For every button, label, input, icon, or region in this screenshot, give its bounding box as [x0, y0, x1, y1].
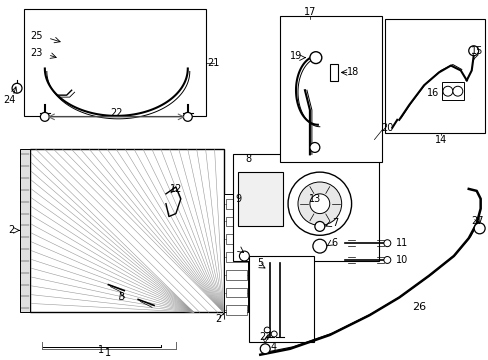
- Text: 14: 14: [434, 135, 446, 145]
- Text: 23: 23: [31, 48, 43, 58]
- Circle shape: [473, 223, 484, 234]
- Text: 27: 27: [470, 216, 483, 226]
- Text: 16: 16: [426, 88, 438, 98]
- Circle shape: [287, 172, 351, 235]
- Bar: [225, 270, 247, 280]
- Text: 7: 7: [331, 219, 337, 229]
- Bar: [223, 194, 248, 312]
- Text: 8: 8: [245, 154, 251, 164]
- Bar: [225, 199, 247, 209]
- Text: 1: 1: [98, 345, 104, 355]
- Text: 2: 2: [215, 314, 221, 324]
- Text: 17: 17: [303, 7, 315, 17]
- Text: 19: 19: [289, 51, 302, 61]
- Text: 24: 24: [3, 95, 15, 105]
- Text: 12: 12: [169, 184, 182, 194]
- Circle shape: [309, 143, 319, 152]
- Text: 21: 21: [207, 58, 219, 68]
- Text: 22: 22: [110, 108, 122, 118]
- Text: 6: 6: [331, 238, 337, 248]
- Bar: [280, 16, 382, 162]
- Text: 3: 3: [118, 292, 124, 302]
- Bar: [329, 64, 337, 81]
- Text: 11: 11: [395, 238, 407, 248]
- Text: 20: 20: [380, 123, 393, 133]
- Text: 26: 26: [411, 302, 426, 312]
- Circle shape: [239, 251, 249, 261]
- Bar: [238, 172, 283, 226]
- Text: 25: 25: [31, 31, 43, 41]
- Text: 5: 5: [257, 258, 263, 268]
- Bar: [24, 9, 205, 116]
- Bar: [225, 217, 247, 226]
- Text: 2: 2: [8, 225, 14, 235]
- Bar: [385, 19, 484, 132]
- Text: 27: 27: [259, 332, 271, 342]
- Bar: [225, 234, 247, 244]
- Bar: [225, 252, 247, 262]
- Circle shape: [12, 83, 22, 93]
- Text: 1: 1: [105, 348, 111, 358]
- Circle shape: [260, 344, 270, 354]
- Bar: [225, 305, 247, 315]
- Circle shape: [442, 86, 452, 96]
- Circle shape: [383, 240, 390, 247]
- Circle shape: [271, 331, 277, 337]
- Circle shape: [297, 182, 341, 225]
- Circle shape: [452, 86, 462, 96]
- Text: 18: 18: [346, 67, 358, 77]
- Circle shape: [264, 327, 270, 333]
- Bar: [225, 288, 247, 297]
- Bar: [233, 154, 379, 261]
- Circle shape: [383, 257, 390, 264]
- Circle shape: [468, 46, 478, 56]
- Text: 15: 15: [469, 46, 482, 56]
- Bar: [249, 256, 313, 342]
- Circle shape: [312, 239, 326, 253]
- Bar: [30, 149, 223, 312]
- Circle shape: [309, 194, 329, 213]
- Text: 13: 13: [308, 194, 320, 204]
- Circle shape: [183, 112, 192, 121]
- Circle shape: [314, 221, 324, 231]
- Circle shape: [309, 52, 321, 64]
- Text: 10: 10: [395, 255, 407, 265]
- Text: 9: 9: [235, 194, 241, 204]
- Bar: [20, 149, 30, 312]
- Circle shape: [41, 112, 49, 121]
- Bar: [441, 82, 463, 100]
- Text: 4: 4: [269, 342, 276, 352]
